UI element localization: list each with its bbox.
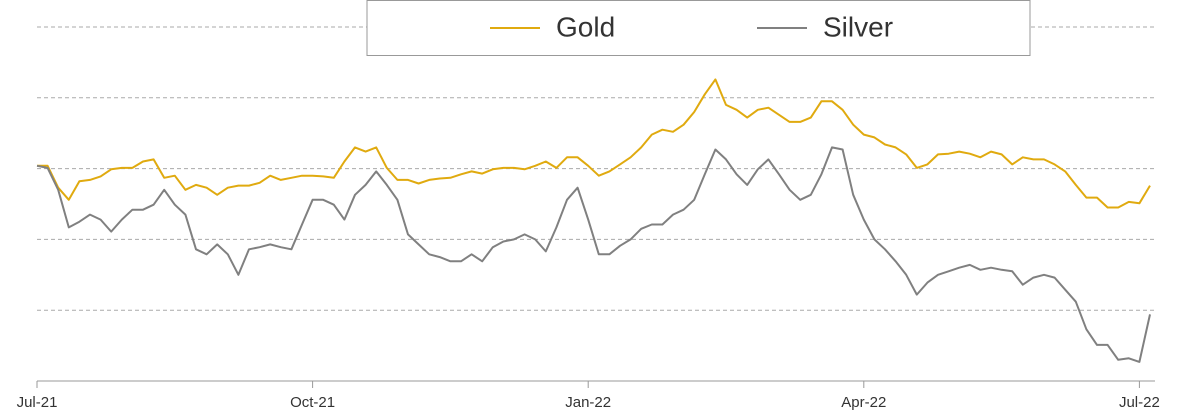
line-series (37, 78, 1151, 209)
legend-label: Silver (823, 11, 893, 42)
line-series (36, 146, 1151, 363)
x-tick-label: Jul-22 (1119, 394, 1160, 411)
x-tick-label: Jul-21 (17, 394, 58, 411)
x-tick-label: Jan-22 (565, 394, 611, 411)
legend-box (366, 0, 1031, 56)
legend-label: Gold (556, 11, 615, 42)
x-tick-label: Apr-22 (841, 394, 886, 411)
x-tick-label: Oct-21 (290, 394, 335, 411)
